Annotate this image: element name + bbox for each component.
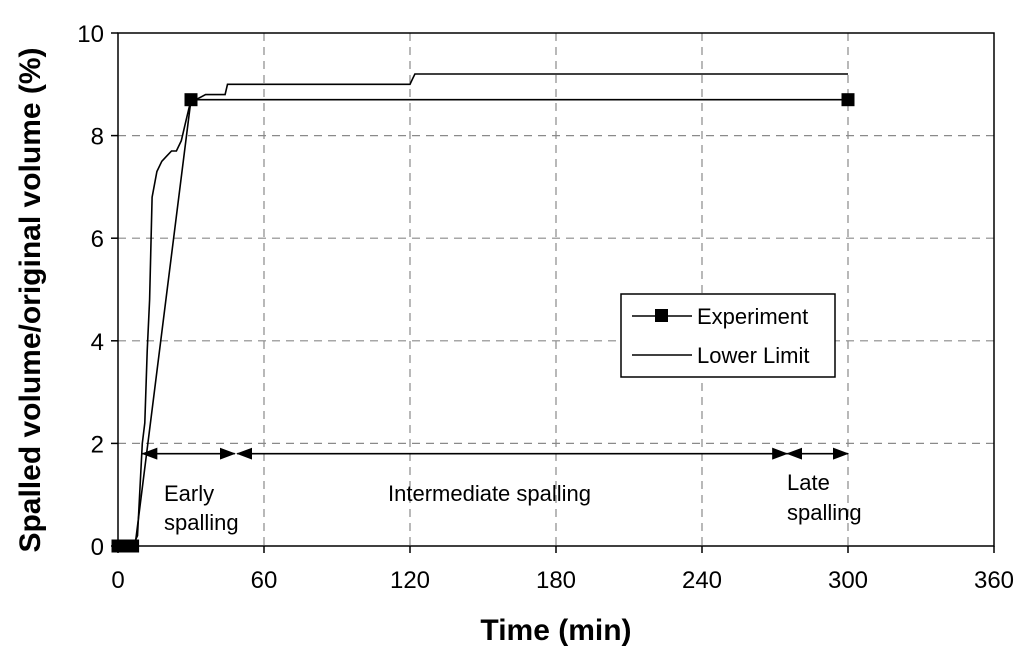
x-tick-label: 360 [974,567,1014,594]
x-tick-label: 240 [682,567,722,594]
y-tick-label: 4 [91,329,104,356]
x-tick-label: 300 [828,567,868,594]
annotations: Early spalling Intermediate spalling Lat… [164,470,862,535]
y-axis-title: Spalled volume/original volume (%) [14,47,47,552]
experiment-marker [841,93,855,107]
legend-lower-limit-label: Lower Limit [697,343,809,368]
data-markers [111,93,855,553]
legend: Experiment Lower Limit [620,293,836,378]
annotation-late-line1: Late [787,470,830,495]
annotation-late-line2: spalling [787,500,862,525]
annotation-intermediate: Intermediate spalling [388,481,591,506]
experiment-marker [126,539,140,553]
experiment-marker [184,93,198,107]
legend-experiment-marker [655,309,668,322]
grid-lines [118,33,994,546]
series-line-experiment [118,73,848,547]
x-tick-label: 0 [111,567,124,594]
x-tick-label: 60 [251,567,278,594]
y-tick-label: 8 [91,124,104,151]
y-tick-label: 10 [77,21,104,48]
y-tick-label: 6 [91,226,104,253]
y-tick-label: 2 [91,431,104,458]
x-axis-title: Time (min) [480,614,631,647]
x-tick-label: 180 [536,567,576,594]
legend-box [620,293,836,378]
y-tick-label: 0 [91,534,104,561]
x-tick-label: 120 [390,567,430,594]
legend-experiment-label: Experiment [697,304,808,329]
annotation-early-line1: Early [164,481,214,506]
annotation-early-line2: spalling [164,510,239,535]
axis-ticks: 0 60 120 180 240 300 360 0 2 4 6 8 10 [77,21,1014,594]
